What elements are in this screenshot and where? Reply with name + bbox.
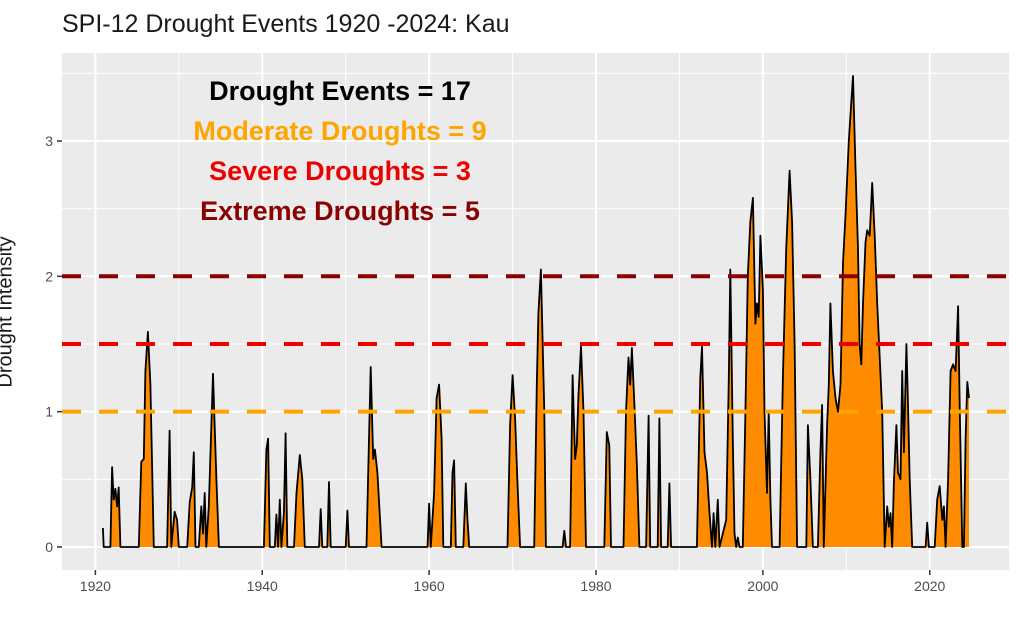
- y-tick-label: 1: [45, 404, 53, 420]
- threshold-lines: [62, 274, 1009, 414]
- y-tick-label: 3: [45, 133, 53, 149]
- x-tick-label: 1960: [414, 578, 445, 594]
- annotation-extreme-droughts: Extreme Droughts = 5: [200, 196, 480, 226]
- drought-line: [102, 75, 970, 548]
- annotation-drought-events: Drought Events = 17: [209, 76, 471, 106]
- x-tick-label: 2000: [747, 578, 778, 594]
- chart-title: SPI-12 Drought Events 1920 -2024: Kau: [62, 10, 510, 38]
- x-tick-label: 2020: [914, 578, 945, 594]
- annotations: Drought Events = 17 Moderate Droughts = …: [193, 76, 486, 226]
- annotation-moderate-droughts: Moderate Droughts = 9: [193, 116, 486, 146]
- x-axis: 1920 1940 1960 1980 2000 2020: [80, 570, 946, 594]
- drought-area-fill: [102, 76, 969, 547]
- y-tick-label: 0: [45, 539, 53, 555]
- x-tick-label: 1920: [80, 578, 111, 594]
- x-tick-label: 1940: [247, 578, 278, 594]
- annotation-severe-droughts: Severe Droughts = 3: [209, 156, 471, 186]
- y-axis: 0 1 2 3: [45, 133, 62, 555]
- x-tick-label: 1980: [580, 578, 611, 594]
- y-tick-label: 2: [45, 268, 53, 284]
